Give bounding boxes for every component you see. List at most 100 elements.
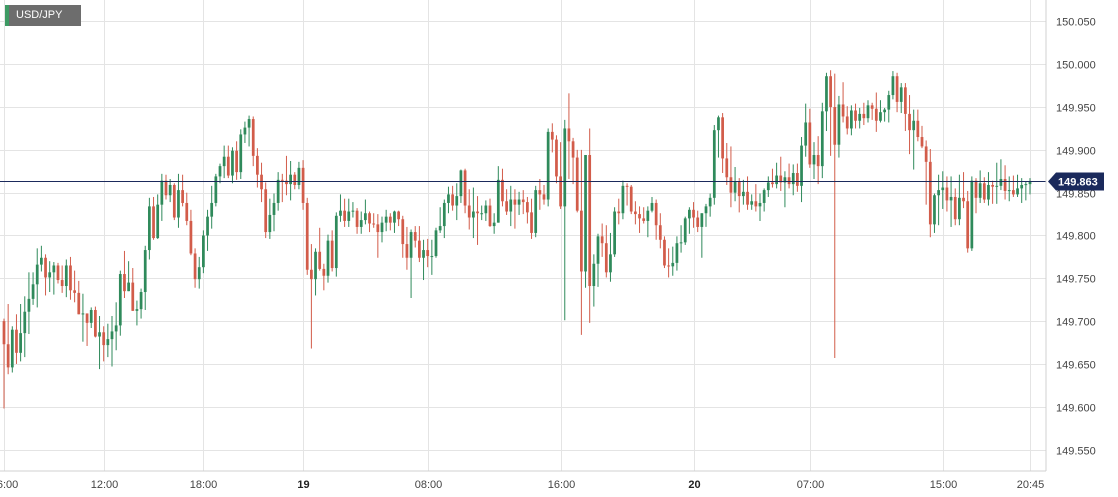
candle-body xyxy=(56,265,60,281)
candle xyxy=(110,315,114,367)
candle xyxy=(318,227,322,271)
candle-body xyxy=(218,166,222,177)
candle-body xyxy=(285,180,288,185)
candle-body xyxy=(401,219,405,245)
candle-body xyxy=(737,181,741,197)
candle-body xyxy=(434,230,438,257)
candle xyxy=(754,184,758,212)
candle xyxy=(35,248,39,308)
candle xyxy=(787,163,791,189)
candle-body xyxy=(970,180,974,249)
candle-body xyxy=(912,120,916,131)
candle-body xyxy=(60,280,64,287)
candle xyxy=(1024,181,1028,201)
candle-body xyxy=(588,155,592,287)
candle-body xyxy=(226,156,230,176)
candle xyxy=(850,105,853,136)
x-tick-label: 19 xyxy=(297,479,309,491)
candle-body xyxy=(31,284,35,299)
y-tick-label: 150.000 xyxy=(1056,60,1096,72)
candle xyxy=(841,82,845,123)
candle xyxy=(368,211,371,233)
candle-body xyxy=(272,202,276,215)
candle-body xyxy=(800,145,803,186)
candle-body xyxy=(326,240,330,276)
candle xyxy=(650,196,654,213)
candle xyxy=(280,173,284,203)
candle xyxy=(949,176,953,227)
candle xyxy=(326,234,330,283)
candle-body xyxy=(829,76,832,108)
candle-body xyxy=(895,76,899,102)
candle-body xyxy=(94,310,97,337)
candle-body xyxy=(393,211,396,223)
candle xyxy=(492,213,496,234)
candle xyxy=(351,202,355,218)
candle xyxy=(642,207,646,224)
y-tick-label: 149.650 xyxy=(1056,360,1096,372)
x-tick-label: 18:00 xyxy=(190,479,218,491)
candle xyxy=(891,71,895,100)
candle xyxy=(488,198,492,227)
candle xyxy=(858,107,862,129)
candle xyxy=(621,180,625,220)
candle-body xyxy=(81,313,85,315)
candle-body xyxy=(995,185,999,187)
candle xyxy=(148,197,151,260)
candle xyxy=(1012,175,1015,197)
candle-body xyxy=(530,212,533,233)
candle xyxy=(592,254,596,307)
candle-body xyxy=(168,184,172,196)
candle-body xyxy=(293,174,297,185)
candle-body xyxy=(472,211,475,218)
candle xyxy=(334,212,338,277)
candle-body xyxy=(999,178,1003,186)
candle-body xyxy=(210,202,214,217)
candle xyxy=(434,227,438,258)
candle xyxy=(27,272,31,334)
candle xyxy=(538,178,542,210)
candle-body xyxy=(73,290,76,293)
candle-body xyxy=(148,206,151,251)
candle-body xyxy=(181,190,184,203)
candle xyxy=(862,102,866,126)
candle-body xyxy=(592,263,596,287)
candle xyxy=(513,189,517,229)
candle-body xyxy=(15,329,18,353)
candle xyxy=(185,192,189,226)
candle xyxy=(197,256,201,289)
candle-body xyxy=(949,196,953,201)
candle xyxy=(866,100,870,123)
candle xyxy=(339,194,342,222)
candle-body xyxy=(160,180,164,205)
candle xyxy=(625,183,629,206)
candle-body xyxy=(845,116,849,129)
candle-body xyxy=(920,137,924,147)
candle-body xyxy=(89,310,93,323)
candle xyxy=(239,129,243,179)
candle-body xyxy=(1016,188,1019,195)
candle-body xyxy=(596,236,600,264)
candle xyxy=(617,198,621,225)
candle xyxy=(40,245,43,272)
candle-body xyxy=(742,191,745,197)
candle-body xyxy=(725,158,729,178)
candle-body xyxy=(139,292,143,310)
candle-body xyxy=(372,223,376,225)
candle-body xyxy=(700,213,704,227)
candle xyxy=(139,288,143,319)
candle xyxy=(85,313,89,346)
candle-body xyxy=(1020,184,1024,189)
candle-body xyxy=(368,213,371,224)
candle xyxy=(48,261,52,293)
candle-body xyxy=(754,201,758,207)
candle-body xyxy=(721,117,724,159)
candle xyxy=(289,160,292,201)
candle-body xyxy=(991,184,994,187)
candle xyxy=(688,207,691,234)
candle xyxy=(388,213,392,231)
candle-body xyxy=(1028,181,1032,185)
candle xyxy=(604,225,608,278)
candle xyxy=(966,190,970,253)
